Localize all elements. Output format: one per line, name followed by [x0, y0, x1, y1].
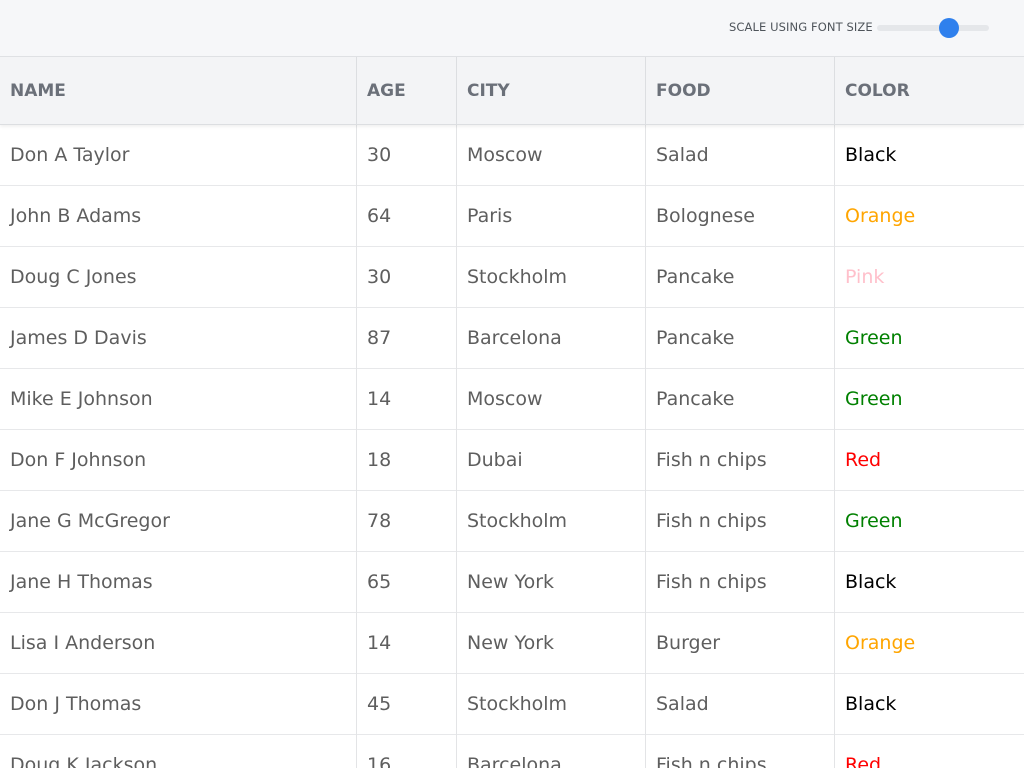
cell-food: Burger — [646, 613, 835, 674]
cell-age: 14 — [357, 369, 457, 430]
column-header-food[interactable]: FOOD — [646, 57, 835, 125]
font-size-slider[interactable] — [877, 17, 989, 39]
cell-food: Pancake — [646, 369, 835, 430]
cell-name: Doug C Jones — [0, 247, 357, 308]
table-row[interactable]: Jane G McGregor 78 Stockholm Fish n chips Gr… — [0, 491, 1024, 552]
cell-name: James D Davis — [0, 308, 357, 369]
cell-name: Lisa I Anderson — [0, 613, 357, 674]
cell-city: Stockholm — [457, 491, 646, 552]
cell-color: Red — [845, 449, 882, 471]
cell-city: Stockholm — [457, 674, 646, 735]
cell-name: Jane G McGregor — [0, 491, 357, 552]
cell-color: Green — [845, 510, 903, 532]
cell-age: 45 — [357, 674, 457, 735]
column-header-city[interactable]: CITY — [457, 57, 646, 125]
data-grid: NAME AGE CITY FOOD COLOR Don A Taylor 30 M… — [0, 57, 1024, 768]
cell-city: New York — [457, 613, 646, 674]
cell-city: Paris — [457, 186, 646, 247]
cell-color: Red — [845, 754, 882, 768]
slider-track[interactable] — [877, 25, 989, 31]
cell-age: 87 — [357, 308, 457, 369]
cell-city: Moscow — [457, 125, 646, 186]
table-row[interactable]: Lisa I Anderson 14 New York Burger Orange — [0, 613, 1024, 674]
cell-age: 14 — [357, 613, 457, 674]
cell-age: 65 — [357, 552, 457, 613]
cell-name: Mike E Johnson — [0, 369, 357, 430]
cell-food: Pancake — [646, 247, 835, 308]
cell-color: Pink — [845, 266, 885, 288]
cell-food: Fish n chips — [646, 491, 835, 552]
cell-color: Black — [845, 571, 897, 593]
table-row[interactable]: Doug C Jones 30 Stockholm Pancake Pink — [0, 247, 1024, 308]
cell-name: Don J Thomas — [0, 674, 357, 735]
cell-age: 30 — [357, 125, 457, 186]
cell-food: Fish n chips — [646, 430, 835, 491]
cell-food: Salad — [646, 125, 835, 186]
cell-food: Bolognese — [646, 186, 835, 247]
cell-food: Fish n chips — [646, 735, 835, 768]
cell-city: Moscow — [457, 369, 646, 430]
table-row[interactable]: James D Davis 87 Barcelona Pancake Green — [0, 308, 1024, 369]
table-row[interactable]: John B Adams 64 Paris Bolognese Orange — [0, 186, 1024, 247]
slider-thumb[interactable] — [938, 18, 959, 38]
cell-food: Fish n chips — [646, 552, 835, 613]
column-header-age[interactable]: AGE — [357, 57, 457, 125]
cell-color: Black — [845, 693, 897, 715]
cell-age: 30 — [357, 247, 457, 308]
cell-name: Doug K Jackson — [0, 735, 357, 768]
cell-city: New York — [457, 552, 646, 613]
table-row[interactable]: Don J Thomas 45 Stockholm Salad Black — [0, 674, 1024, 735]
column-header-color[interactable]: COLOR — [845, 81, 910, 101]
cell-city: Stockholm — [457, 247, 646, 308]
scale-label: SCALE USING FONT SIZE — [729, 20, 873, 34]
cell-color: Green — [845, 327, 903, 349]
cell-color: Black — [845, 144, 897, 166]
cell-age: 18 — [357, 430, 457, 491]
cell-color: Orange — [845, 632, 916, 654]
cell-city: Barcelona — [457, 735, 646, 768]
toolbar: SCALE USING FONT SIZE — [0, 0, 1024, 57]
cell-city: Barcelona — [457, 308, 646, 369]
cell-name: Don F Johnson — [0, 430, 357, 491]
cell-name: John B Adams — [0, 186, 357, 247]
table-row[interactable]: Jane H Thomas 65 New York Fish n chips Black — [0, 552, 1024, 613]
cell-color: Orange — [845, 205, 916, 227]
cell-age: 78 — [357, 491, 457, 552]
table-row[interactable]: Don F Johnson 18 Dubai Fish n chips Red — [0, 430, 1024, 491]
cell-name: Jane H Thomas — [0, 552, 357, 613]
table-row[interactable]: Mike E Johnson 14 Moscow Pancake Green — [0, 369, 1024, 430]
cell-age: 16 — [357, 735, 457, 768]
cell-name: Don A Taylor — [0, 125, 357, 186]
cell-city: Dubai — [457, 430, 646, 491]
cell-age: 64 — [357, 186, 457, 247]
cell-food: Pancake — [646, 308, 835, 369]
header-row: NAME AGE CITY FOOD COLOR — [0, 57, 1024, 125]
column-header-name[interactable]: NAME — [0, 57, 357, 125]
table-row[interactable]: Don A Taylor 30 Moscow Salad Black — [0, 125, 1024, 186]
table-row[interactable]: Doug K Jackson 16 Barcelona Fish n chips Red — [0, 735, 1024, 768]
cell-food: Salad — [646, 674, 835, 735]
table-body: Don A Taylor 30 Moscow Salad Black John B Ada… — [0, 125, 1024, 768]
cell-color: Green — [845, 388, 903, 410]
